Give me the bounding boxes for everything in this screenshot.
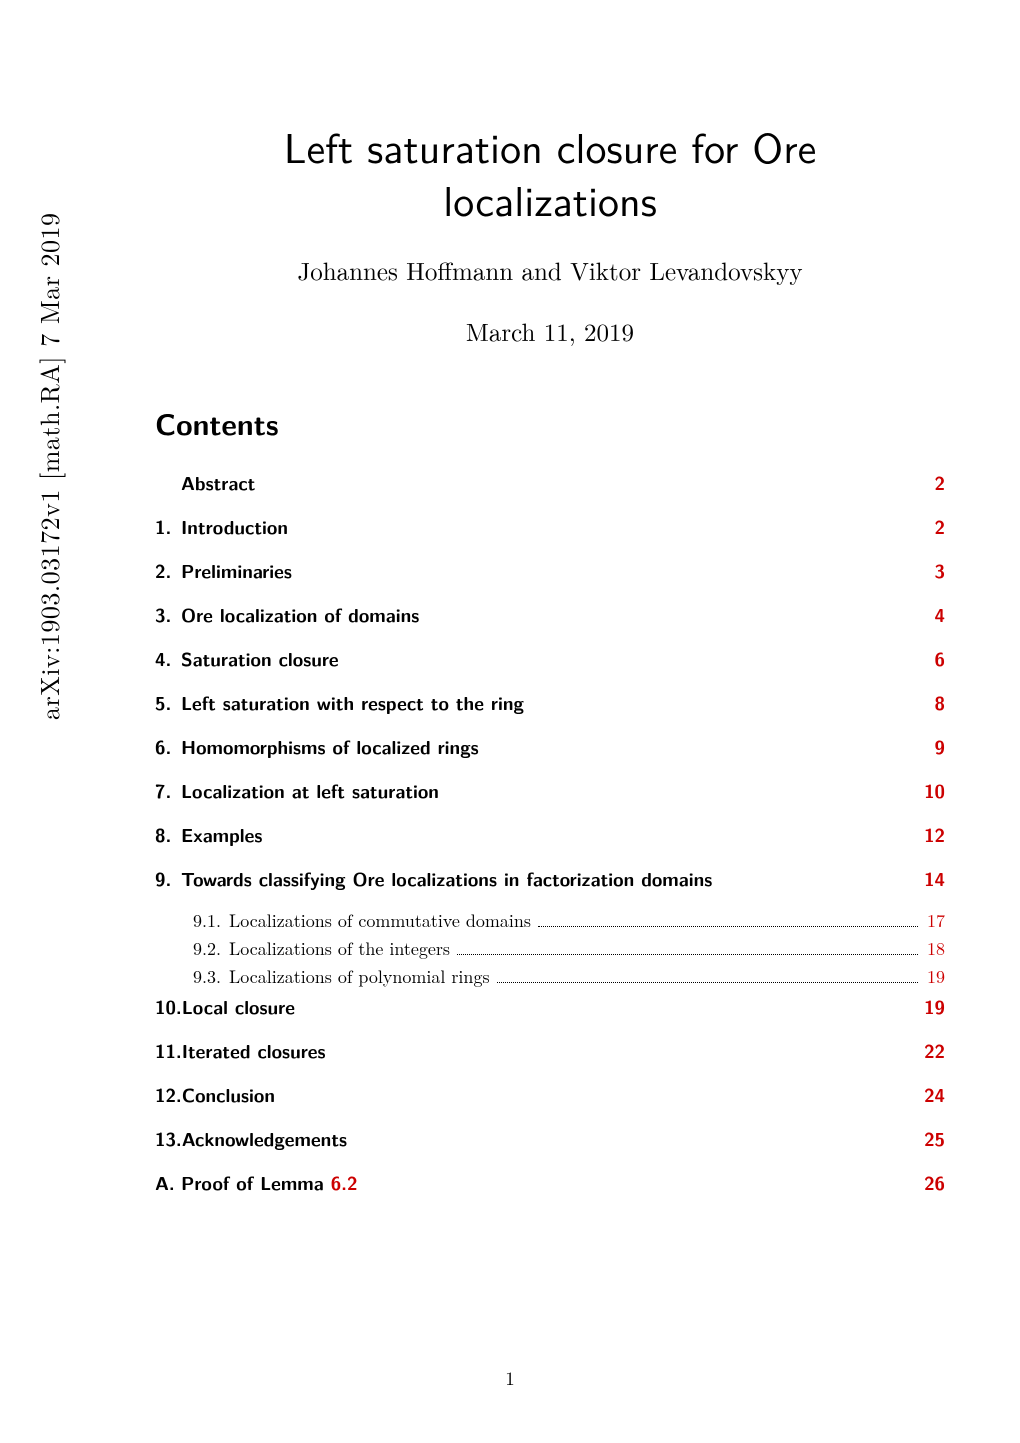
toc-number: 10. (155, 992, 182, 1020)
toc-page[interactable]: 10 (921, 776, 945, 804)
toc-label: Examples (181, 820, 266, 848)
toc-number: 9.3. (193, 964, 229, 989)
toc-label: Local closure (182, 992, 299, 1020)
toc-number: 1. (155, 512, 181, 540)
title-line-2: localizations (443, 168, 657, 229)
toc-leader (497, 982, 918, 983)
toc-page[interactable]: 22 (921, 1036, 945, 1064)
toc-label: Saturation closure (181, 644, 343, 672)
toc-label: Ore localization of domains (181, 600, 423, 628)
page-number: 1 (0, 1364, 1020, 1391)
toc-label: Localizations of the integers (229, 936, 454, 961)
toc-label: Towards classifying Ore localizations in… (181, 864, 716, 892)
toc-entry[interactable]: 13.Acknowledgements 25 (155, 1124, 945, 1152)
toc-entry[interactable]: 1.Introduction 2 (155, 512, 945, 540)
toc-label: Localizations of commutative domains (229, 908, 535, 933)
toc-entry[interactable]: 2.Preliminaries 3 (155, 556, 945, 584)
toc-number: 8. (155, 820, 181, 848)
toc-number: 7. (155, 776, 181, 804)
toc-page[interactable]: 8 (921, 688, 945, 716)
toc-page[interactable]: 12 (921, 820, 945, 848)
toc-number: 5. (155, 688, 181, 716)
toc-page[interactable]: 19 (921, 992, 945, 1020)
toc-page[interactable]: 19 (921, 964, 945, 989)
toc-page[interactable]: 14 (921, 864, 945, 892)
toc-page[interactable]: 9 (921, 732, 945, 760)
toc-number: 2. (155, 556, 181, 584)
toc-page[interactable]: 3 (921, 556, 945, 584)
toc-entry[interactable]: 11.Iterated closures 22 (155, 1036, 945, 1064)
toc-label: Proof of Lemma 6.2 (181, 1168, 361, 1196)
toc-label: Preliminaries (181, 556, 296, 584)
toc-entry[interactable]: 9.Towards classifying Ore localizations … (155, 864, 945, 892)
toc-entry[interactable]: 12.Conclusion 24 (155, 1080, 945, 1108)
toc-page[interactable]: 6 (921, 644, 945, 672)
toc-number: 12. (155, 1080, 182, 1108)
toc-leader (457, 954, 918, 955)
toc-entry[interactable]: 10.Local closure 19 (155, 992, 945, 1020)
paper-title: Left saturation closure for Ore localiza… (155, 120, 945, 225)
toc-entry[interactable]: 7.Localization at left saturation 10 (155, 776, 945, 804)
toc-entry[interactable]: Abstract 2 (155, 468, 945, 496)
toc-crossref[interactable]: 6.2 (331, 1168, 358, 1196)
toc-number: 9. (155, 864, 181, 892)
toc-label: Localization at left saturation (181, 776, 443, 804)
toc-page[interactable]: 4 (921, 600, 945, 628)
toc-page[interactable]: 26 (921, 1168, 945, 1196)
toc-entry[interactable]: 3.Ore localization of domains 4 (155, 600, 945, 628)
date: March 11, 2019 (155, 314, 945, 349)
toc-page[interactable]: 17 (921, 908, 945, 933)
toc-number: 3. (155, 600, 181, 628)
toc-label: Abstract (181, 468, 259, 496)
toc-number: 9.2. (193, 936, 229, 961)
toc-page[interactable]: 2 (921, 512, 945, 540)
contents-heading: Contents (155, 401, 945, 444)
toc-number: 9.1. (193, 908, 229, 933)
toc-label: Acknowledgements (182, 1124, 351, 1152)
toc-entry[interactable]: A.Proof of Lemma 6.2 26 (155, 1168, 945, 1196)
page-content: Left saturation closure for Ore localiza… (155, 120, 945, 1212)
toc-label: Iterated closures (182, 1036, 330, 1064)
toc-entry[interactable]: 9.3.Localizations of polynomial rings 19 (155, 964, 945, 989)
toc-page[interactable]: 24 (921, 1080, 945, 1108)
toc-entry[interactable]: 9.1.Localizations of commutative domains… (155, 908, 945, 933)
toc-number: 13. (155, 1124, 182, 1152)
toc-page[interactable]: 25 (921, 1124, 945, 1152)
toc-label: Introduction (181, 512, 292, 540)
toc-number: A. (155, 1168, 181, 1196)
toc-label: Left saturation with respect to the ring (181, 688, 528, 716)
toc-leader (538, 926, 918, 927)
toc-number: 6. (155, 732, 181, 760)
arxiv-id: arXiv:1903.03172v1 [math.RA] 7 Mar 2019 (30, 212, 67, 720)
toc-label: Homomorphisms of localized rings (181, 732, 483, 760)
toc-label: Localizations of polynomial rings (229, 964, 494, 989)
toc-entry[interactable]: 4.Saturation closure 6 (155, 644, 945, 672)
toc-entry[interactable]: 6.Homomorphisms of localized rings 9 (155, 732, 945, 760)
toc-page[interactable]: 18 (921, 936, 945, 961)
toc-entry[interactable]: 9.2.Localizations of the integers 18 (155, 936, 945, 961)
toc-page[interactable]: 2 (921, 468, 945, 496)
toc-entry[interactable]: 8.Examples 12 (155, 820, 945, 848)
toc-entry[interactable]: 5.Left saturation with respect to the ri… (155, 688, 945, 716)
toc-number: 4. (155, 644, 181, 672)
toc-number: 11. (155, 1036, 182, 1064)
toc-label: Conclusion (182, 1080, 279, 1108)
authors: Johannes Hoffmann and Viktor Levandovsky… (155, 253, 945, 288)
table-of-contents: Abstract21.Introduction22.Preliminaries3… (155, 468, 945, 1196)
